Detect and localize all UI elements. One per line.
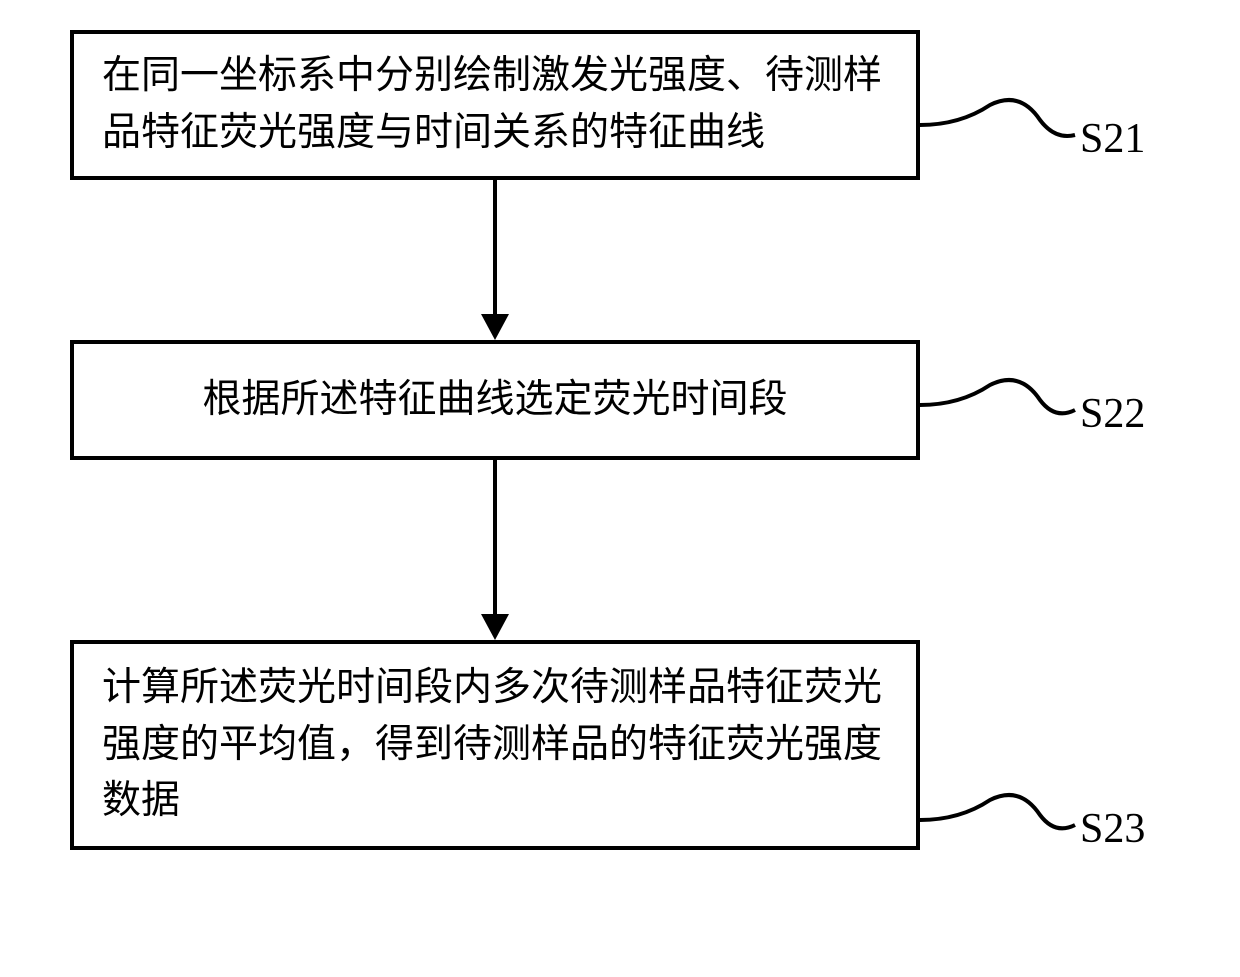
step-3-text: 计算所述荧光时间段内多次待测样品特征荧光强度的平均值，得到待测样品的特征荧光强度… — [102, 660, 888, 830]
flowchart-step-1: 在同一坐标系中分别绘制激发光强度、待测样品特征荧光强度与时间关系的特征曲线 — [70, 30, 920, 180]
step-3-label: S23 — [1080, 805, 1145, 853]
step-1-label: S21 — [1080, 115, 1145, 163]
arrow-head-2 — [481, 614, 509, 640]
step-1-text: 在同一坐标系中分别绘制激发光强度、待测样品特征荧光强度与时间关系的特征曲线 — [102, 48, 888, 161]
connector-line-3 — [920, 795, 1080, 855]
step-2-label: S22 — [1080, 390, 1145, 438]
connector-line-1 — [920, 100, 1080, 160]
arrow-head-1 — [481, 314, 509, 340]
step-2-text: 根据所述特征曲线选定荧光时间段 — [202, 372, 787, 429]
arrow-line-1 — [493, 180, 497, 315]
flowchart-step-2: 根据所述特征曲线选定荧光时间段 — [70, 340, 920, 460]
connector-line-2 — [920, 380, 1080, 440]
arrow-line-2 — [493, 460, 497, 615]
flowchart-step-3: 计算所述荧光时间段内多次待测样品特征荧光强度的平均值，得到待测样品的特征荧光强度… — [70, 640, 920, 850]
